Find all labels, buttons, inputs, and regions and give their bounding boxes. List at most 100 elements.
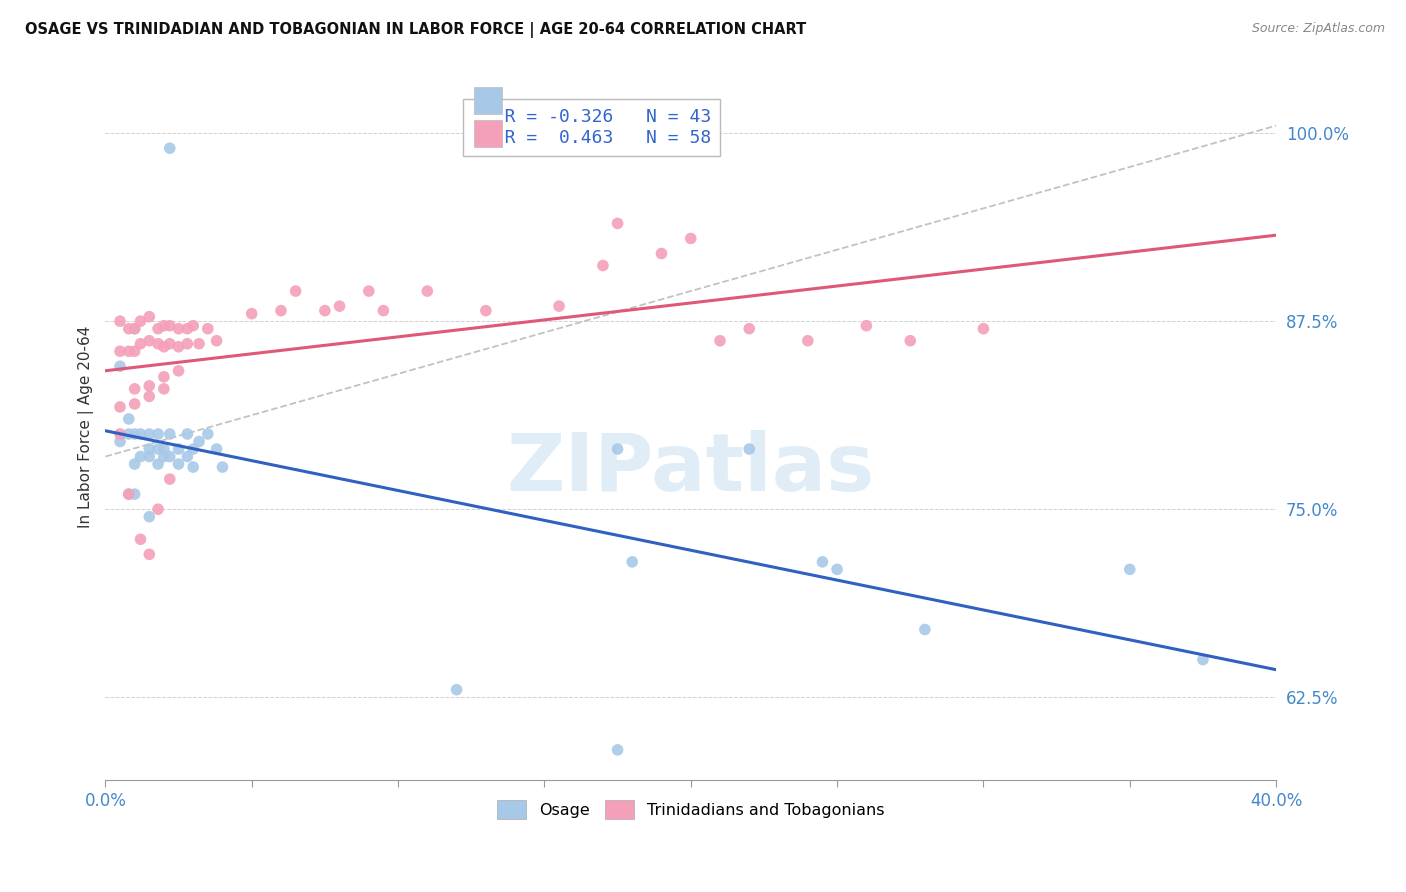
Point (270, 303, 292, 318)
Point (211, 460, 233, 475)
Point (446, 682, 468, 697)
Point (181, 318, 204, 333)
Point (138, 450, 160, 464)
Point (181, 442, 204, 456)
Point (855, 318, 877, 333)
Point (146, 427, 169, 442)
Point (124, 427, 146, 442)
Point (811, 555, 834, 569)
Point (1119, 562, 1142, 576)
Point (124, 321, 146, 335)
Point (650, 246, 672, 260)
Text: Source: ZipAtlas.com: Source: ZipAtlas.com (1251, 22, 1385, 36)
Point (709, 334, 731, 348)
Point (108, 359, 131, 374)
Point (118, 321, 141, 335)
Point (159, 450, 181, 464)
Point (284, 284, 307, 298)
FancyBboxPatch shape (474, 87, 502, 114)
FancyBboxPatch shape (474, 120, 502, 146)
Point (138, 389, 160, 403)
Point (108, 434, 131, 449)
Point (797, 334, 820, 348)
Point (124, 397, 146, 411)
Point (118, 344, 141, 359)
Point (146, 442, 169, 456)
Point (129, 314, 152, 328)
Point (159, 318, 181, 333)
Point (914, 623, 936, 637)
Text: ZIPatlas: ZIPatlas (506, 430, 875, 508)
Point (138, 442, 160, 456)
Point (129, 450, 152, 464)
Point (124, 382, 146, 396)
Point (679, 231, 702, 245)
Point (475, 303, 498, 318)
Point (738, 321, 761, 335)
Point (159, 427, 181, 442)
Point (314, 303, 336, 318)
Point (153, 450, 176, 464)
Point (373, 303, 395, 318)
Point (825, 562, 848, 576)
Text: R = -0.326   N = 43
   R =  0.463   N = 58: R = -0.326 N = 43 R = 0.463 N = 58 (472, 108, 711, 147)
Point (138, 379, 160, 393)
Point (205, 334, 228, 348)
Point (240, 307, 263, 321)
Point (153, 442, 176, 456)
Point (621, 555, 644, 569)
Point (146, 457, 169, 471)
Point (124, 344, 146, 359)
Point (606, 216, 628, 230)
Point (153, 318, 176, 333)
Point (416, 284, 439, 298)
Point (188, 434, 211, 449)
Point (138, 547, 160, 561)
Point (328, 299, 350, 313)
Point (124, 457, 146, 471)
Y-axis label: In Labor Force | Age 20-64: In Labor Force | Age 20-64 (79, 326, 94, 528)
Point (138, 427, 160, 442)
Point (118, 412, 141, 426)
Point (108, 427, 131, 442)
Point (181, 460, 204, 475)
Point (146, 336, 169, 351)
Point (138, 310, 160, 324)
Point (197, 427, 219, 442)
Point (197, 321, 219, 335)
Point (167, 457, 190, 471)
Point (606, 743, 628, 757)
Point (118, 427, 141, 442)
Point (738, 442, 761, 456)
Point (108, 314, 131, 328)
Point (548, 299, 571, 313)
Point (606, 442, 628, 456)
Point (176, 450, 198, 464)
Point (124, 321, 146, 335)
Point (167, 442, 190, 456)
Point (205, 442, 228, 456)
Point (146, 321, 169, 335)
Point (159, 472, 181, 486)
Point (124, 487, 146, 501)
Point (1192, 652, 1215, 666)
Point (129, 427, 152, 442)
Point (108, 344, 131, 359)
Point (118, 487, 141, 501)
Text: OSAGE VS TRINIDADIAN AND TOBAGONIAN IN LABOR FORCE | AGE 20-64 CORRELATION CHART: OSAGE VS TRINIDADIAN AND TOBAGONIAN IN L… (25, 22, 807, 38)
Point (153, 382, 176, 396)
Point (176, 427, 198, 442)
Point (118, 487, 141, 501)
Point (176, 336, 198, 351)
Point (357, 284, 380, 298)
Point (972, 321, 994, 335)
Point (167, 340, 190, 354)
Point (138, 509, 160, 524)
Point (167, 321, 190, 335)
Point (159, 336, 181, 351)
Point (188, 336, 211, 351)
Legend: Osage, Trinidadians and Tobagonians: Osage, Trinidadians and Tobagonians (491, 794, 891, 825)
Point (159, 141, 181, 155)
Point (176, 321, 198, 335)
Point (592, 259, 614, 273)
